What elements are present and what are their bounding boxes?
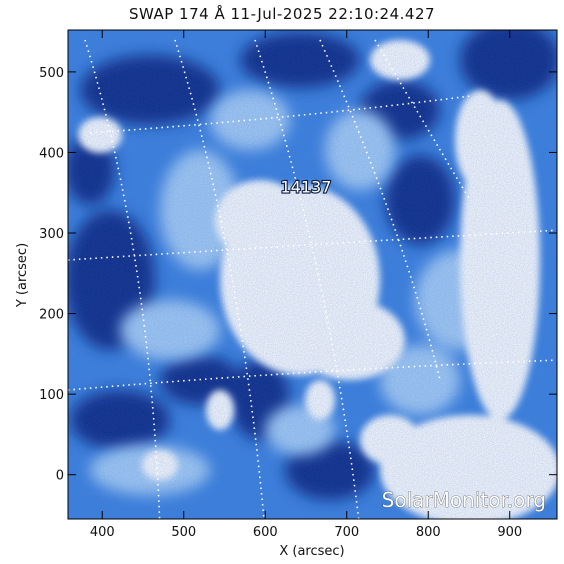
figure-title: SWAP 174 Å 11-Jul-2025 22:10:24.427 (128, 5, 436, 23)
y-tick-label: 500 (39, 66, 64, 81)
grid-line (374, 39, 471, 201)
x-tick-label: 900 (497, 525, 522, 540)
x-axis-title: X (arcsec) (279, 544, 344, 559)
y-tick-label: 100 (39, 388, 64, 403)
grid-line (174, 39, 265, 519)
heliographic-grid (68, 39, 557, 519)
plot-frame (67, 29, 558, 520)
x-axis: 400 500 600 700 800 900 (90, 30, 522, 540)
active-region-label: 14137 (281, 178, 332, 197)
x-tick-label: 700 (334, 525, 359, 540)
grid-line (84, 39, 161, 519)
y-tick-label: 0 (56, 469, 64, 484)
grid-line (89, 95, 471, 134)
y-axis: 0 100 200 300 400 500 (39, 66, 557, 484)
y-tick-label: 300 (39, 227, 64, 242)
x-tick-label: 800 (416, 525, 441, 540)
x-tick-label: 400 (90, 525, 115, 540)
euv-image: 14137 SolarMonitor.org (68, 30, 557, 519)
x-tick-label: 600 (253, 525, 278, 540)
watermark: SolarMonitor.org (382, 488, 546, 512)
image-noise (68, 30, 557, 519)
x-tick-label: 500 (171, 525, 196, 540)
y-tick-label: 200 (39, 308, 64, 323)
y-tick-label: 400 (39, 146, 64, 161)
y-axis-title: Y (arcsec) (15, 243, 30, 308)
grid-line (254, 39, 360, 519)
